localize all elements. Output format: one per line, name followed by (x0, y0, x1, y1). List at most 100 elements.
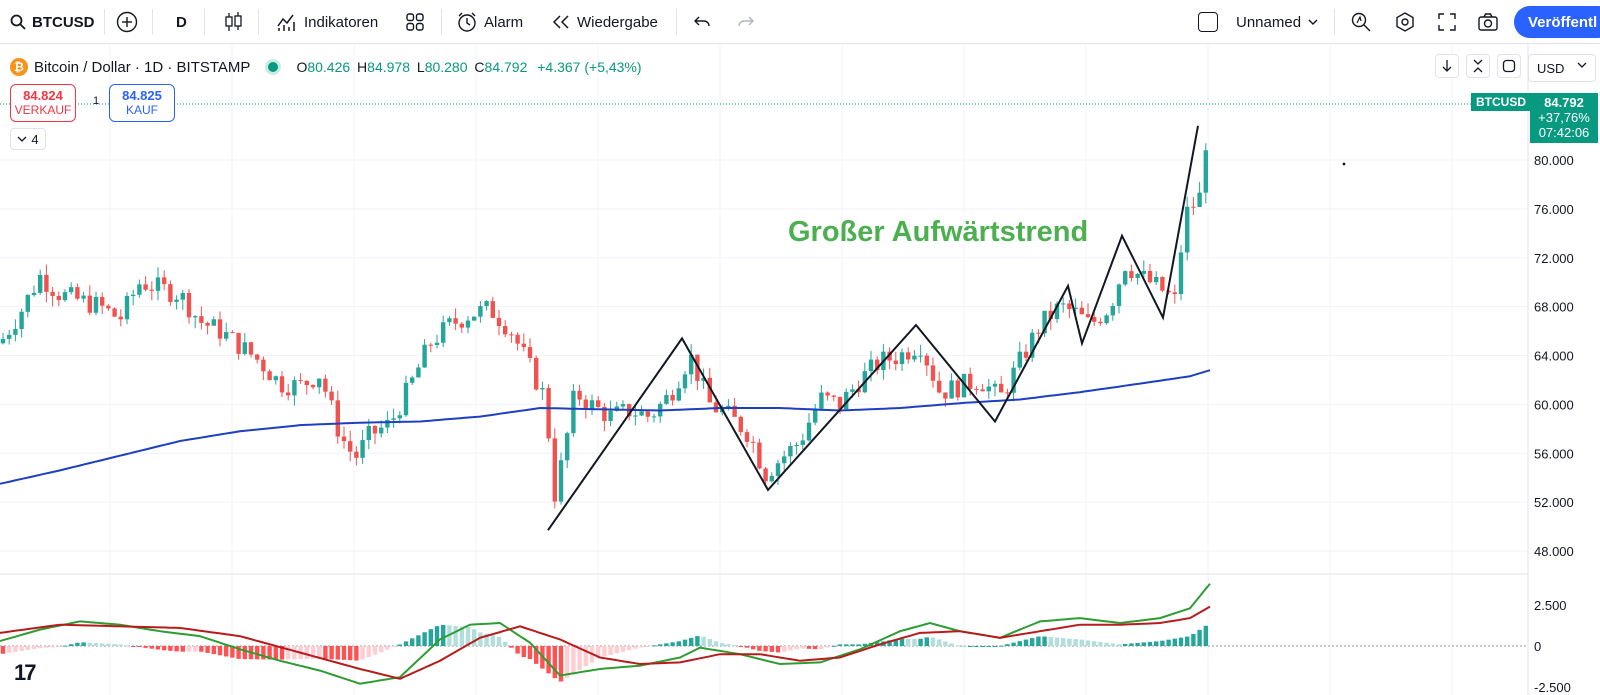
buy-price: 84.825 (122, 88, 162, 103)
candle-body (248, 342, 254, 355)
candle-body (255, 354, 260, 360)
macd-histogram-bar (410, 638, 415, 646)
chart-type-button[interactable] (224, 0, 244, 44)
macd-histogram-bar (831, 645, 836, 647)
sell-button[interactable]: 84.824 VERKAUF (10, 84, 76, 122)
candle-body (465, 320, 471, 328)
candle-body (943, 392, 948, 399)
templates-button[interactable] (405, 0, 425, 44)
candle-body (484, 301, 489, 307)
tradingview-logo[interactable]: 17 (14, 660, 37, 685)
snapshot-button[interactable] (1477, 0, 1499, 44)
trend-annotation-text[interactable]: Großer Aufwärtstrend (788, 216, 1089, 248)
candle-body (304, 380, 309, 385)
macd-histogram-bar (676, 641, 681, 646)
collapse-panes-button[interactable] (1466, 54, 1490, 78)
macd-histogram-bar (813, 646, 818, 650)
candle-body (348, 441, 353, 452)
candle-body (174, 299, 179, 302)
candle-body (385, 419, 390, 428)
candle-body (25, 294, 30, 312)
replay-button[interactable]: Wiedergabe (551, 0, 658, 44)
change-value: +4.367 (+5,43%) (537, 59, 642, 75)
macd-histogram-bar (961, 646, 967, 647)
currency-select[interactable]: USD (1528, 54, 1596, 82)
macd-histogram-bar (875, 642, 880, 646)
candle-body (974, 388, 979, 390)
macd-histogram-bar (670, 642, 675, 646)
undo-button[interactable] (692, 0, 712, 44)
macd-histogram-bar (317, 646, 322, 659)
candle-body (775, 463, 781, 476)
fullscreen-icon (1438, 13, 1456, 31)
macd-histogram-bar (726, 644, 731, 646)
macd-histogram-bar (1036, 636, 1041, 646)
compare-button[interactable] (116, 0, 138, 44)
candle-body (918, 355, 923, 357)
legend-title[interactable]: Bitcoin / Dollar · 1D · BITSTAMP (34, 58, 251, 76)
macd-histogram-bar (1073, 639, 1078, 646)
candle-body (118, 316, 123, 320)
divider (441, 9, 442, 35)
layout-checkbox[interactable] (1198, 12, 1218, 32)
chart-canvas[interactable]: 80.000 76.000 72.000 68.000 64.000 60.000 56.0… (0, 45, 1600, 695)
candle-body (602, 406, 607, 422)
macd-histogram-bar (639, 646, 644, 648)
candle-body (738, 416, 743, 433)
buy-label: KAUF (125, 103, 158, 117)
interval-button[interactable]: D (176, 0, 187, 44)
macd-histogram-bar (230, 646, 235, 658)
price-tick-label: 56.000 (1534, 446, 1574, 461)
candle-body (875, 359, 880, 371)
macd-histogram-bar (800, 646, 805, 649)
candle-body (1160, 276, 1165, 291)
symbol-search-button[interactable]: BTCUSD (10, 0, 95, 44)
indicators-button[interactable]: Indikatoren (276, 0, 378, 44)
scroll-down-button[interactable] (1435, 54, 1459, 78)
candle-body (496, 317, 502, 327)
candle-body (893, 360, 898, 365)
candle-body (298, 380, 303, 382)
layout-menu-button[interactable]: Unnamed (1236, 0, 1319, 44)
macd-histogram-bar (1067, 638, 1072, 646)
maximize-pane-button[interactable] (1497, 54, 1521, 78)
indicators-collapse-button[interactable]: 4 (10, 128, 46, 150)
candle-body (788, 446, 793, 457)
price-tick-label: 64.000 (1534, 349, 1574, 364)
macd-histogram-bar (1166, 639, 1171, 646)
macd-histogram-bar (757, 646, 762, 651)
candle-body (1054, 303, 1060, 320)
candle-body (1185, 206, 1190, 253)
macd-histogram-bar (503, 641, 508, 646)
macd-histogram-bar (366, 646, 371, 658)
candle-body (341, 436, 347, 442)
trend-lines (547, 125, 1199, 531)
alert-button[interactable]: Alarm (456, 0, 523, 44)
macd-histogram-bar (62, 645, 68, 647)
candle-body (1197, 192, 1202, 207)
fullscreen-button[interactable] (1437, 0, 1457, 44)
publish-button[interactable]: Veröffentl (1514, 6, 1600, 38)
alarm-clock-icon (458, 12, 476, 32)
quick-search-button[interactable] (1350, 0, 1372, 44)
settings-button[interactable] (1394, 0, 1416, 44)
macd-histogram-bar (379, 646, 384, 653)
redo-button[interactable] (736, 0, 756, 44)
candle-body (1085, 314, 1091, 318)
macd-histogram-bar (279, 646, 285, 660)
candle-body (558, 460, 564, 502)
candle-body (310, 384, 316, 388)
candle-body (447, 318, 452, 323)
candle-body (930, 365, 936, 381)
candle-body (1011, 367, 1016, 393)
candle-body (819, 392, 824, 409)
candle-body (131, 294, 136, 297)
macd-histogram-bar (751, 646, 756, 650)
candle-body (31, 292, 37, 295)
buy-button[interactable]: 84.825 KAUF (109, 84, 175, 122)
candle-body (13, 329, 18, 335)
candle-body (56, 295, 61, 301)
macd-histogram-bar (341, 646, 347, 660)
candle-body (416, 367, 421, 378)
macd-histogram-bar (496, 636, 502, 646)
